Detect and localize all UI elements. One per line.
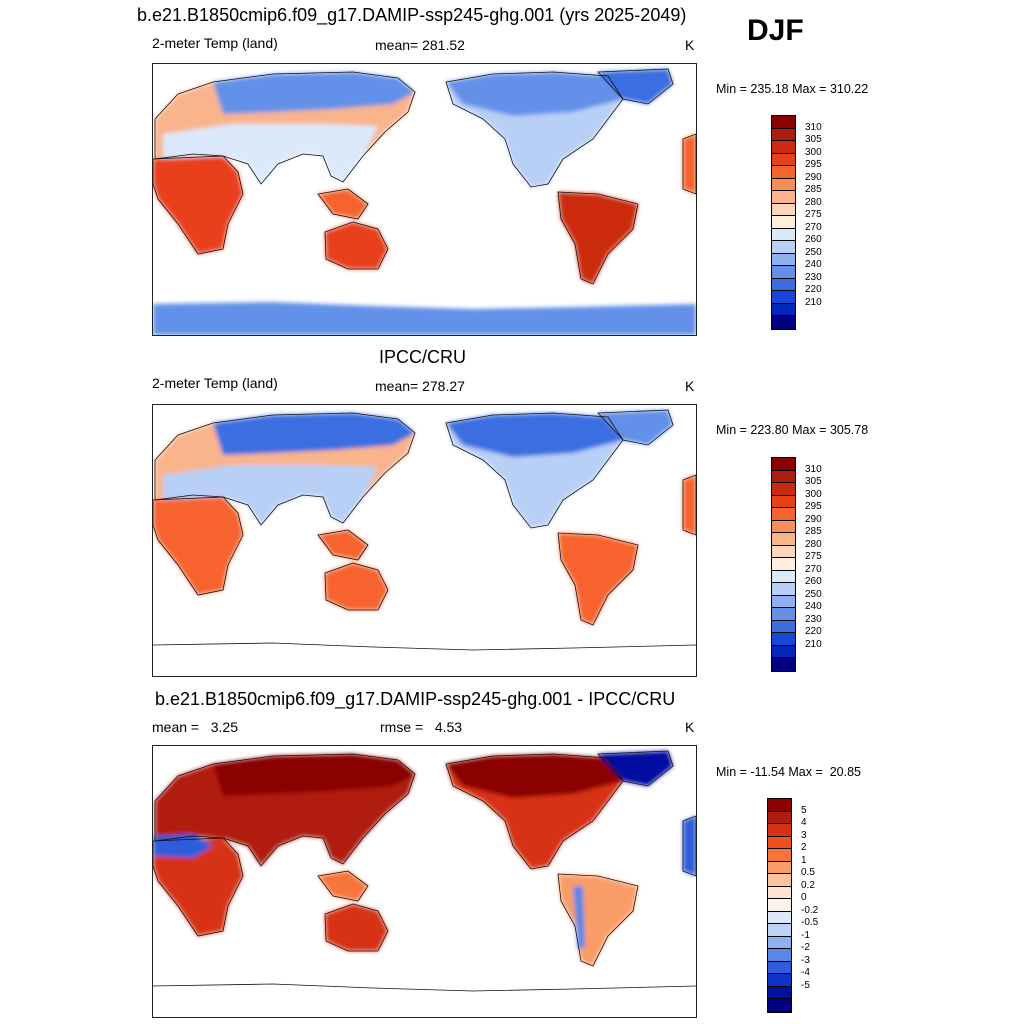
panel1-units-label: K bbox=[685, 37, 695, 53]
land-africa bbox=[153, 497, 243, 595]
season-label: DJF bbox=[747, 14, 804, 47]
land-siberia bbox=[213, 413, 415, 455]
colorbar-tick-label: 220 bbox=[805, 626, 822, 638]
colorbar-tick-label: 275 bbox=[805, 551, 822, 563]
colorbar-tick-label: 310 bbox=[805, 463, 822, 475]
colorbar-tick-label: 0.2 bbox=[801, 879, 815, 891]
colorbar-tick-label: 280 bbox=[805, 196, 822, 208]
colorbar-tick-label: 2 bbox=[801, 842, 807, 854]
colorbar-tick-label: 260 bbox=[805, 576, 822, 588]
colorbar-swatch bbox=[771, 657, 796, 672]
land-africa bbox=[153, 156, 243, 254]
land-south-america bbox=[558, 192, 638, 284]
colorbar-tick-label: 0 bbox=[801, 892, 807, 904]
land-greenland bbox=[598, 410, 673, 445]
panel3-title: b.e21.B1850cmip6.f09_g17.DAMIP-ssp245-gh… bbox=[155, 689, 676, 709]
colorbar-tick-label: 250 bbox=[805, 588, 822, 600]
panel1-minmax-label: Min = 235.18 Max = 310.22 bbox=[716, 82, 869, 96]
colorbar-tick-label: 240 bbox=[805, 259, 822, 271]
panel2-mean-label: mean= 278.27 bbox=[375, 378, 465, 394]
colorbar-tick-label: 305 bbox=[805, 134, 822, 146]
colorbar-tick-label: 240 bbox=[805, 601, 822, 613]
colorbar-tick-label: 310 bbox=[805, 121, 822, 133]
colorbar-tick-label: 270 bbox=[805, 563, 822, 575]
colorbar-tick-label: 3 bbox=[801, 829, 807, 841]
colorbar-tick-label: 280 bbox=[805, 538, 822, 550]
land-australia bbox=[325, 904, 388, 951]
land-south-america bbox=[558, 874, 638, 966]
land-west-africa-edge bbox=[683, 816, 696, 876]
panel2-units-label: K bbox=[685, 378, 695, 394]
colorbar-tick-label: 230 bbox=[805, 271, 822, 283]
colorbar-tick-label: 220 bbox=[805, 284, 822, 296]
land-se-asia bbox=[318, 871, 368, 901]
colorbar-tick-label: 300 bbox=[805, 146, 822, 158]
colorbar-tick-label: 270 bbox=[805, 221, 822, 233]
colorbar-tick-label: 285 bbox=[805, 184, 822, 196]
colorbar-tick-label: -0.2 bbox=[801, 904, 819, 916]
colorbar-tick-label: 4 bbox=[801, 817, 807, 829]
panel3-colorbar: 5 4 3 2 1 0.5 0.2 0 -0.2 -0.5 -1 -2 -3 -4 -5 bbox=[767, 798, 857, 1013]
panel1-map bbox=[152, 63, 697, 336]
colorbar-tick-label: 0.5 bbox=[801, 867, 815, 879]
colorbar-swatch bbox=[767, 998, 792, 1013]
land-north-canada bbox=[446, 72, 623, 116]
panel2-minmax-label: Min = 223.80 Max = 305.78 bbox=[716, 423, 869, 437]
land-south-america bbox=[558, 533, 638, 625]
colorbar-tick-label: -4 bbox=[801, 967, 810, 979]
land-australia bbox=[325, 222, 388, 269]
colorbar-tick-label: 285 bbox=[805, 526, 822, 538]
colorbar-swatch bbox=[771, 315, 796, 330]
land-siberia bbox=[213, 754, 415, 796]
colorbar-tick-label: -2 bbox=[801, 942, 810, 954]
colorbar-tick-label: 1 bbox=[801, 854, 807, 866]
colorbar-tick-label: 210 bbox=[805, 638, 822, 650]
panel1-mean-label: mean= 281.52 bbox=[375, 37, 465, 53]
panel3-map bbox=[152, 745, 697, 1018]
land-greenland bbox=[598, 751, 673, 786]
land-west-africa-edge bbox=[683, 475, 696, 535]
colorbar-tick-label: -5 bbox=[801, 979, 810, 991]
land-north-canada bbox=[446, 754, 623, 798]
land-central-asia bbox=[163, 465, 378, 525]
panel3-mean-label: mean = 3.25 bbox=[152, 719, 239, 735]
colorbar-tick-label: 250 bbox=[805, 246, 822, 258]
colorbar-tick-label: 260 bbox=[805, 234, 822, 246]
land-se-asia bbox=[318, 530, 368, 560]
panel2-map bbox=[152, 404, 697, 677]
land-greenland bbox=[598, 69, 673, 104]
panel2-colorbar: 310 305 300 295 290 285 280 275 270 260 250 240 230 2… bbox=[771, 457, 861, 672]
colorbar-tick-label: 5 bbox=[801, 804, 807, 816]
colorbar-tick-label: 210 bbox=[805, 296, 822, 308]
land-australia bbox=[325, 563, 388, 610]
colorbar-tick-label: 295 bbox=[805, 501, 822, 513]
colorbar-tick-label: 295 bbox=[805, 159, 822, 171]
colorbar-tick-label: 305 bbox=[805, 476, 822, 488]
panel3-rmse-label: rmse = 4.53 bbox=[380, 719, 463, 735]
land-antarctica bbox=[153, 302, 696, 335]
panel1-title: b.e21.B1850cmip6.f09_g17.DAMIP-ssp245-gh… bbox=[137, 5, 687, 25]
colorbar-tick-label: 275 bbox=[805, 209, 822, 221]
panel3-units-label: K bbox=[685, 719, 695, 735]
panel1-colorbar: 310 305 300 295 290 285 280 275 270 260 250 240 230 2… bbox=[771, 115, 861, 330]
colorbar-tick-label: 290 bbox=[805, 513, 822, 525]
colorbar-tick-label: -1 bbox=[801, 929, 810, 941]
panel3-minmax-label: Min = -11.54 Max = 20.85 bbox=[716, 765, 861, 779]
land-siberia bbox=[213, 72, 415, 114]
land-central-asia bbox=[163, 124, 378, 184]
land-north-canada bbox=[446, 413, 623, 457]
land-africa bbox=[153, 838, 243, 936]
colorbar-tick-label: -0.5 bbox=[801, 917, 819, 929]
land-andes-negative bbox=[573, 886, 585, 951]
panel1-variable-label: 2-meter Temp (land) bbox=[152, 35, 278, 51]
panel2-title: IPCC/CRU bbox=[379, 347, 467, 367]
panel2-variable-label: 2-meter Temp (land) bbox=[152, 375, 278, 391]
colorbar-tick-label: 300 bbox=[805, 488, 822, 500]
colorbar-tick-label: 230 bbox=[805, 613, 822, 625]
land-se-asia bbox=[318, 189, 368, 219]
land-west-africa-edge bbox=[683, 134, 696, 194]
colorbar-tick-label: 290 bbox=[805, 171, 822, 183]
colorbar-tick-label: -3 bbox=[801, 954, 810, 966]
